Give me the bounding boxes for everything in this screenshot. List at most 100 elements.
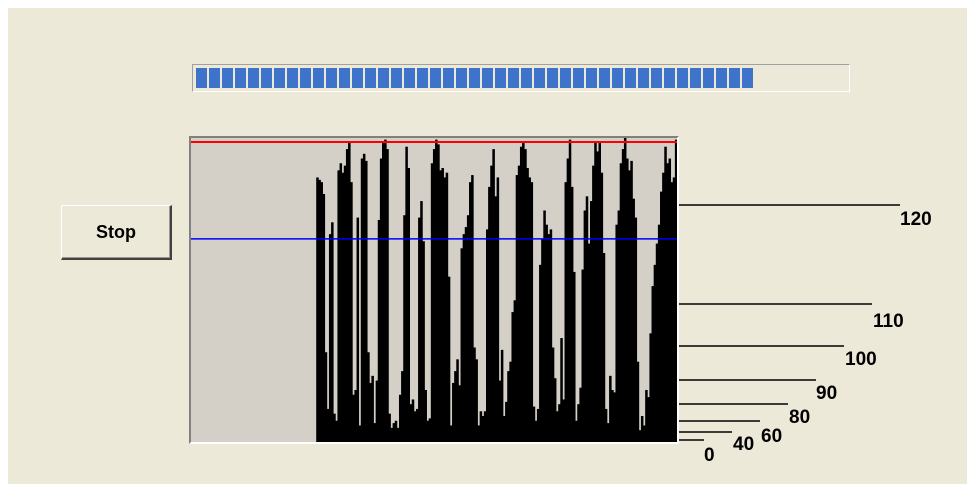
chart-bar [388, 413, 391, 442]
chart-bar [562, 399, 565, 442]
chart-bar [392, 423, 396, 442]
progress-segment [690, 68, 701, 88]
chart-bar [547, 234, 551, 442]
chart-bar [345, 149, 349, 442]
progress-segment [209, 68, 220, 88]
progress-segment [677, 68, 688, 88]
chart-bar [456, 359, 459, 442]
chart-bar [458, 385, 461, 442]
progress-fill [196, 68, 753, 88]
chart-bar [649, 333, 652, 442]
chart-bar [581, 269, 585, 442]
chart-bar [428, 418, 432, 442]
chart-bar [318, 179, 321, 442]
chart-bar [469, 182, 472, 442]
chart-bar [594, 142, 597, 442]
progress-segment [469, 68, 480, 88]
chart-bar [379, 158, 383, 442]
chart-bar [609, 375, 612, 442]
chart-bar [513, 300, 517, 442]
chart-bar [505, 401, 508, 442]
chart-bar [352, 394, 355, 442]
progress-segment [716, 68, 727, 88]
chart-bar [477, 425, 481, 442]
chart-bar [498, 380, 502, 442]
stop-button[interactable]: Stop [61, 205, 172, 260]
progress-segment [326, 68, 337, 88]
chart-bar [664, 146, 667, 442]
chart-bar [541, 238, 544, 442]
chart-bar [422, 241, 425, 442]
chart-bar [424, 390, 427, 442]
chart-bar [405, 146, 408, 442]
chart-bar [413, 411, 417, 442]
chart-bar [407, 167, 410, 442]
progress-segment [456, 68, 467, 88]
chart-bar [655, 243, 659, 442]
progress-segment [547, 68, 558, 88]
chart-bar [494, 196, 497, 442]
chart-bar [462, 234, 466, 442]
chart-bar [611, 390, 614, 442]
chart-bar [331, 222, 334, 442]
chart-bar [657, 224, 661, 442]
chart-bar [435, 139, 438, 442]
chart-bar [452, 382, 455, 442]
chart-bar [464, 227, 468, 442]
chart-bar [343, 165, 347, 442]
chart-bar [443, 177, 447, 442]
chart-bar [386, 149, 389, 442]
chart-bar [481, 416, 485, 442]
chart-bar [636, 361, 640, 442]
chart-bar [447, 276, 451, 442]
chart-bar [670, 182, 674, 442]
chart-bar [362, 153, 366, 442]
progress-segment [638, 68, 649, 88]
progress-segment [365, 68, 376, 88]
chart-bar [502, 416, 506, 442]
chart-bar [660, 191, 663, 442]
chart-bar [668, 158, 672, 442]
chart-bar [371, 375, 374, 442]
progress-segment [274, 68, 285, 88]
chart-bar [560, 338, 563, 442]
chart-bar [324, 352, 328, 442]
chart-bar [604, 408, 608, 442]
progress-segment [404, 68, 415, 88]
chart-bar [492, 149, 495, 442]
chart-bar [466, 215, 470, 442]
chart-bar [589, 201, 593, 442]
progress-segment [300, 68, 311, 88]
chart-bar [341, 172, 345, 442]
chart-panel [189, 136, 679, 444]
scale-label-0: 0 [704, 445, 715, 466]
chart-bar [394, 420, 398, 442]
chart-bar [570, 186, 574, 442]
chart-bar [377, 219, 381, 442]
chart-bar [335, 420, 338, 442]
progress-segment [287, 68, 298, 88]
chart-bar [322, 193, 326, 442]
chart-bar [524, 149, 527, 442]
chart-bar [398, 394, 402, 442]
chart-bar [583, 210, 587, 442]
progress-segment [508, 68, 519, 88]
chart-bar [632, 198, 635, 442]
scale-label-110: 110 [873, 311, 904, 332]
chart-bar [643, 425, 646, 442]
chart-bar [471, 175, 474, 442]
chart-bar [439, 170, 442, 442]
chart-bar [382, 142, 385, 442]
chart-bar [626, 158, 629, 442]
chart-bar [579, 387, 582, 442]
chart-bar [473, 347, 476, 442]
chart-bar [328, 234, 332, 442]
chart-bar [511, 312, 514, 442]
chart-bar [369, 382, 372, 442]
chart-bar [426, 420, 430, 442]
chart-bar [530, 182, 534, 442]
progress-segment [495, 68, 506, 88]
chart [191, 138, 677, 442]
chart-bar [326, 408, 330, 442]
